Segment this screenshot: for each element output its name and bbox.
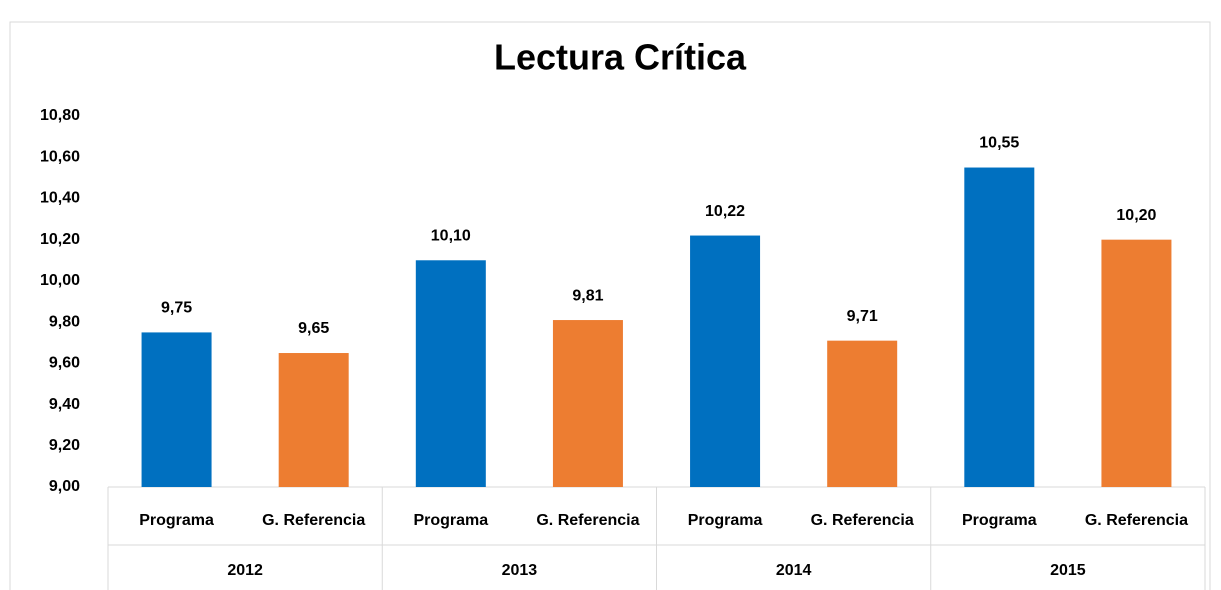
- x-group-label: 2013: [502, 562, 538, 579]
- y-tick-label: 9,60: [49, 355, 80, 372]
- y-tick-label: 10,80: [40, 107, 80, 124]
- x-group-label: 2014: [776, 562, 812, 579]
- x-tick-label: Programa: [688, 512, 763, 529]
- bar: [690, 235, 761, 487]
- bar: [141, 332, 212, 487]
- x-tick-label: Programa: [962, 512, 1037, 529]
- y-tick-label: 10,00: [40, 272, 80, 289]
- x-tick-label: G. Referencia: [1085, 512, 1188, 529]
- x-tick-label: Programa: [139, 512, 214, 529]
- y-tick-label: 9,80: [49, 313, 80, 330]
- value-label: 9,81: [572, 287, 603, 304]
- value-label: 9,65: [298, 320, 329, 337]
- y-tick-label: 10,20: [40, 231, 80, 248]
- value-label: 10,55: [979, 135, 1019, 152]
- value-label: 9,75: [161, 300, 192, 317]
- value-label: 10,20: [1116, 207, 1156, 224]
- y-tick-label: 9,20: [49, 437, 80, 454]
- value-label: 10,22: [705, 203, 745, 220]
- bar: [278, 353, 349, 487]
- x-tick-label: G. Referencia: [536, 512, 639, 529]
- y-tick-label: 10,60: [40, 148, 80, 165]
- bar: [552, 320, 623, 487]
- bar: [1101, 239, 1172, 487]
- x-tick-label: G. Referencia: [811, 512, 914, 529]
- bar: [964, 167, 1035, 487]
- bar: [415, 260, 486, 487]
- y-tick-label: 10,40: [40, 190, 80, 207]
- x-tick-label: G. Referencia: [262, 512, 365, 529]
- x-group-label: 2012: [227, 562, 263, 579]
- x-group-label: 2015: [1050, 562, 1086, 579]
- value-label: 10,10: [431, 227, 471, 244]
- x-tick-label: Programa: [413, 512, 488, 529]
- y-tick-label: 9,00: [49, 478, 80, 495]
- value-label: 9,71: [847, 308, 878, 325]
- bar: [827, 340, 898, 487]
- y-tick-label: 9,40: [49, 396, 80, 413]
- chart-title: Lectura Crítica: [494, 37, 747, 78]
